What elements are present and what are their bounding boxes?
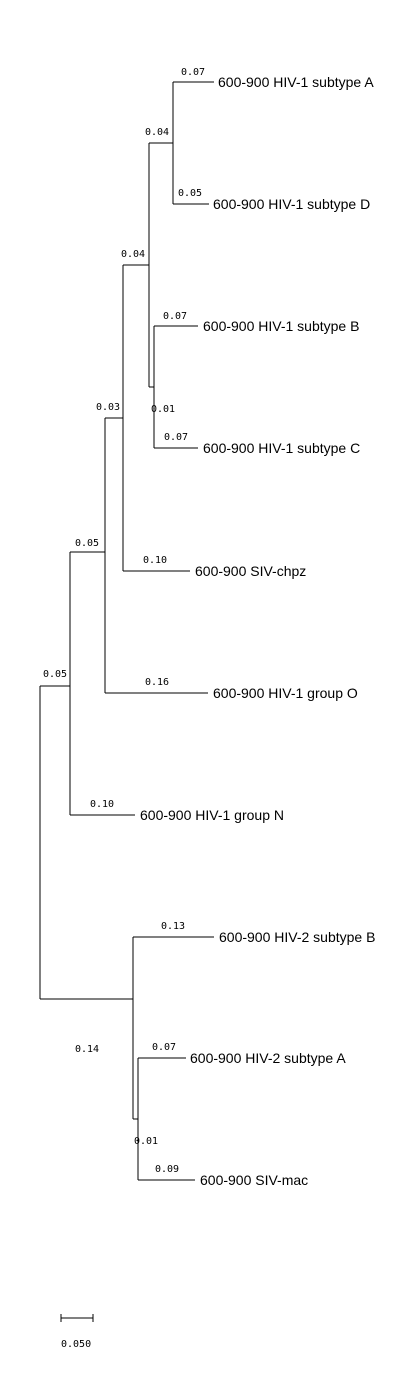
taxon-hiv2-subtype-b: 600-900 HIV-2 subtype B bbox=[219, 929, 375, 945]
taxon-hiv1-group-o: 600-900 HIV-1 group O bbox=[213, 685, 358, 701]
branch-length-mo-clade: 0.05 bbox=[75, 538, 99, 549]
branch-length-m-cpz-clade: 0.03 bbox=[96, 402, 120, 413]
branch-length-hiv1-a: 0.07 bbox=[181, 67, 205, 78]
branch-length-hiv2-clade: 0.14 bbox=[75, 1044, 99, 1055]
branch-length-labels: 0.07 0.04 0.05 0.04 0.07 0.01 0.03 0.07 … bbox=[43, 67, 205, 1175]
branch-length-hiv1-b: 0.07 bbox=[163, 311, 187, 322]
branch-length-sivcpz: 0.10 bbox=[143, 555, 167, 566]
branch-length-sivmac: 0.09 bbox=[155, 1164, 179, 1175]
taxon-siv-mac: 600-900 SIV-mac bbox=[200, 1172, 308, 1188]
branch-length-hiv1-clade: 0.05 bbox=[43, 669, 67, 680]
branch-length-bc-clade: 0.01 bbox=[151, 404, 175, 415]
branch-length-hiv1-c: 0.07 bbox=[164, 432, 188, 443]
taxon-hiv1-subtype-c: 600-900 HIV-1 subtype C bbox=[203, 440, 360, 456]
tree-branches bbox=[39, 81, 214, 1181]
taxon-hiv2-subtype-a: 600-900 HIV-2 subtype A bbox=[190, 1050, 346, 1066]
taxon-hiv1-subtype-a: 600-900 HIV-1 subtype A bbox=[218, 74, 374, 90]
branch-length-hiv1-o: 0.16 bbox=[145, 677, 169, 688]
taxon-hiv1-subtype-b: 600-900 HIV-1 subtype B bbox=[203, 318, 359, 334]
branch-length-amac-clade: 0.01 bbox=[134, 1136, 158, 1147]
taxon-hiv1-subtype-d: 600-900 HIV-1 subtype D bbox=[213, 196, 370, 212]
branch-length-hiv1-d: 0.05 bbox=[178, 188, 202, 199]
branch-length-abcd-clade: 0.04 bbox=[121, 249, 145, 260]
branch-length-hiv2-a: 0.07 bbox=[152, 1042, 176, 1053]
taxon-siv-cpz: 600-900 SIV-chpz bbox=[195, 563, 306, 579]
branch-length-hiv2-b: 0.13 bbox=[161, 921, 185, 932]
branch-length-ad-clade: 0.04 bbox=[145, 127, 169, 138]
scale-bar-label: 0.050 bbox=[61, 1339, 91, 1350]
taxon-hiv1-group-n: 600-900 HIV-1 group N bbox=[140, 807, 284, 823]
taxon-labels: 600-900 HIV-1 subtype A 600-900 HIV-1 su… bbox=[140, 74, 375, 1188]
branch-length-hiv1-n: 0.10 bbox=[90, 799, 114, 810]
scale-bar: 0.050 bbox=[60, 1314, 94, 1350]
